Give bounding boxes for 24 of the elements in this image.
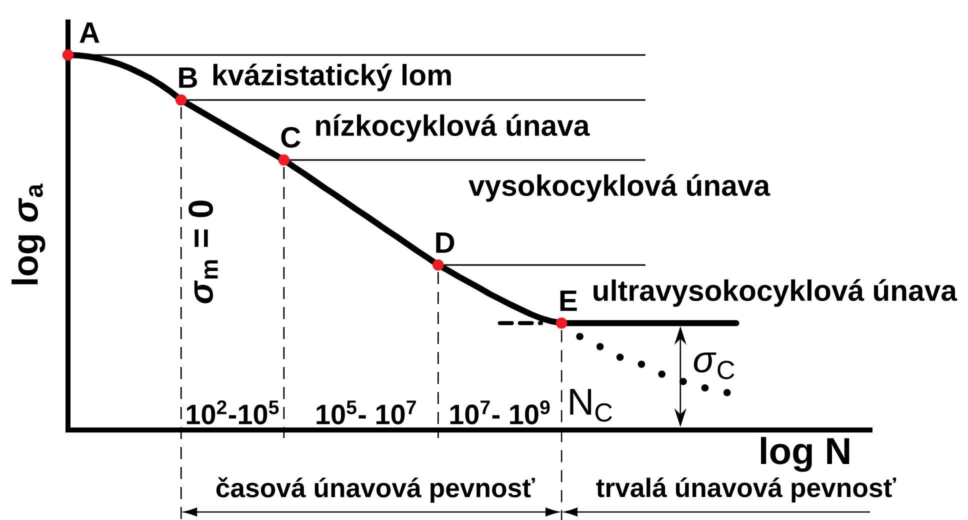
x-axis-title: log N (760, 436, 850, 472)
x-tick-label: 10$^{7}$- 10$^{9}$ (450, 400, 550, 424)
annotation: kvázistatický lom (213, 64, 451, 92)
point (62, 49, 74, 61)
text: trvalá únavová pevnosť (596, 477, 896, 503)
y-axis-title: log σ$_{a}$ (12, 184, 46, 284)
point (432, 259, 444, 271)
annotation: D (436, 232, 454, 253)
annotation: N$_{C}$ (570, 388, 612, 422)
annotation: C (281, 126, 300, 148)
annotation: A (80, 22, 100, 43)
annotation: B (179, 68, 198, 88)
annotation: E (560, 290, 577, 311)
text: časová únavová pevnosť (216, 477, 535, 503)
annotation: σ$_{C}$ (694, 352, 734, 380)
point (278, 154, 290, 166)
annotation: nízkocyklová únava (316, 114, 590, 142)
annotation: ultravysokocyklová únava (594, 279, 958, 307)
point (556, 318, 568, 329)
x-tick-label: 10$^{5}$- 10$^{7}$ (316, 400, 416, 424)
annotation: vysokocyklová únava (468, 174, 770, 202)
x-tick-label: 10$^{2}$-10$^{5}$ (186, 400, 279, 424)
point (176, 94, 187, 106)
annotation: σ$_{m}$ = 0 (188, 200, 218, 304)
